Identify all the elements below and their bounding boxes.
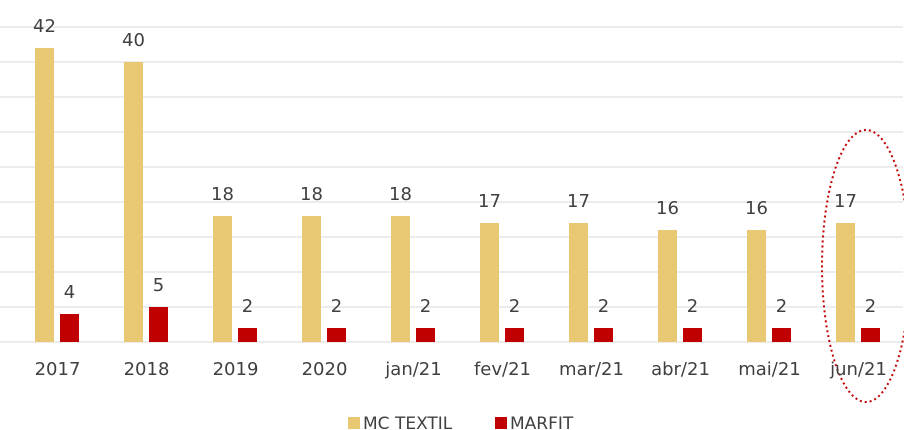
- value-label: 2: [509, 296, 520, 317]
- bar: [327, 328, 346, 342]
- bar: [60, 314, 79, 342]
- bar: [416, 328, 435, 342]
- bar: [35, 48, 54, 342]
- x-tick-label: fev/21: [474, 359, 531, 380]
- bar: [861, 328, 880, 342]
- value-label: 2: [420, 296, 431, 317]
- bar: [480, 223, 499, 342]
- value-label: 17: [834, 191, 857, 212]
- legend-swatch: [348, 417, 360, 429]
- legend-swatch: [495, 417, 507, 429]
- value-label: 18: [389, 184, 412, 205]
- bar: [302, 216, 321, 342]
- value-label: 18: [211, 184, 234, 205]
- value-label: 40: [122, 30, 145, 51]
- value-label: 2: [242, 296, 253, 317]
- value-label: 16: [656, 198, 679, 219]
- bar: [149, 307, 168, 342]
- bar: [683, 328, 702, 342]
- value-label: 42: [33, 16, 56, 37]
- bar: [213, 216, 232, 342]
- value-label: 16: [745, 198, 768, 219]
- value-label: 5: [153, 275, 164, 296]
- legend-label: MC TEXTIL: [363, 414, 453, 430]
- bar: [747, 230, 766, 342]
- x-tick-label: 2017: [35, 359, 81, 380]
- bar: [505, 328, 524, 342]
- bar: [569, 223, 588, 342]
- value-label: 2: [865, 296, 876, 317]
- legend-label: MARFIT: [510, 414, 574, 430]
- value-label: 17: [478, 191, 501, 212]
- value-label: 2: [331, 296, 342, 317]
- value-label: 4: [64, 282, 75, 303]
- value-label: 2: [598, 296, 609, 317]
- x-tick-label: jan/21: [384, 359, 441, 380]
- bar: [124, 62, 143, 342]
- bar: [238, 328, 257, 342]
- value-label: 17: [567, 191, 590, 212]
- bar: [594, 328, 613, 342]
- bar: [836, 223, 855, 342]
- value-label: 2: [776, 296, 787, 317]
- marks: [35, 48, 880, 342]
- x-tick-label: mai/21: [738, 359, 801, 380]
- x-tick-label: jun/21: [829, 359, 887, 380]
- x-tick-label: 2018: [124, 359, 170, 380]
- x-tick-label: abr/21: [651, 359, 710, 380]
- bar: [772, 328, 791, 342]
- value-label: 18: [300, 184, 323, 205]
- bar: [658, 230, 677, 342]
- x-tick-label: 2019: [213, 359, 259, 380]
- x-tick-label: 2020: [302, 359, 348, 380]
- x-tick-label: mar/21: [559, 359, 624, 380]
- value-label: 2: [687, 296, 698, 317]
- highlight-ellipse: [821, 129, 904, 403]
- bar: [391, 216, 410, 342]
